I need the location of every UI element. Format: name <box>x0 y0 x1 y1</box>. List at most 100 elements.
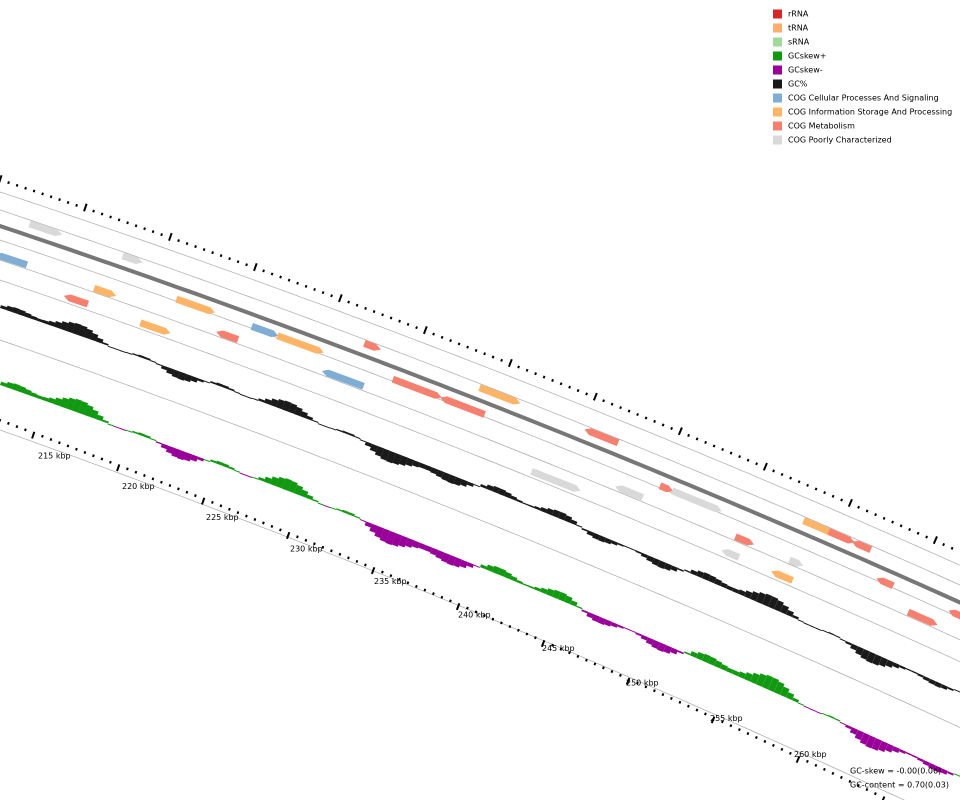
ring-line <box>0 429 905 800</box>
gc-content-bar <box>744 590 753 599</box>
gc-content-bar <box>821 629 829 634</box>
gc-content-bar <box>617 542 625 547</box>
gc-skew-bar <box>190 454 199 462</box>
tick <box>126 221 129 225</box>
tick <box>551 378 554 382</box>
gc-content-bar <box>497 488 507 496</box>
gc-content-bar <box>774 600 784 612</box>
legend-swatch <box>773 65 782 75</box>
gc-skew-bar <box>581 609 589 614</box>
gc-content-bar <box>312 419 319 424</box>
gc-content-bar <box>839 638 846 642</box>
legend-label: rRNA <box>788 10 809 19</box>
tick <box>899 524 903 528</box>
gc-skew-bar <box>492 565 501 575</box>
tick <box>313 542 316 546</box>
gc-skew-bar <box>670 647 679 655</box>
tick <box>754 735 758 740</box>
ring-line <box>0 339 960 728</box>
gc-content-bar <box>190 376 199 383</box>
gc-skew-bar <box>564 595 573 605</box>
tick <box>687 433 690 437</box>
tick <box>831 494 835 498</box>
gc-skew-bar <box>617 624 625 629</box>
tick <box>483 352 486 356</box>
gc-skew-bar <box>663 645 673 654</box>
gc-skew-bar <box>66 397 76 411</box>
gc-skew-bar <box>878 740 888 753</box>
tick <box>304 538 308 542</box>
gene <box>391 375 442 399</box>
tick <box>100 457 104 461</box>
gc-skew-bar <box>429 547 439 556</box>
tick <box>287 278 291 282</box>
gc-skew-bar <box>743 672 753 682</box>
tick <box>865 788 869 792</box>
tick <box>729 724 733 728</box>
tick <box>891 520 895 524</box>
gc-content-bar <box>815 627 822 632</box>
tick <box>117 218 121 222</box>
tick <box>847 498 853 508</box>
gene <box>250 323 279 338</box>
gc-content-bar <box>911 670 918 675</box>
gc-skew-bar <box>323 504 331 509</box>
gc-content-bar <box>209 380 217 385</box>
tick <box>415 326 418 330</box>
gc-skew-bar <box>210 459 217 464</box>
tick <box>925 535 929 539</box>
tick <box>619 406 622 410</box>
tick <box>364 563 367 567</box>
gc-content-bar <box>131 352 139 357</box>
tick <box>704 712 707 716</box>
gc-skew-bar <box>586 611 595 619</box>
gc-skew-bar <box>305 494 314 501</box>
gc-skew-bar <box>233 469 241 473</box>
gc-skew-bar <box>125 429 133 433</box>
tick <box>168 232 173 241</box>
gc-content-bar <box>222 384 229 390</box>
tick <box>636 681 639 685</box>
tick <box>100 212 104 216</box>
gc-skew-bar <box>197 456 205 462</box>
gene <box>92 284 117 298</box>
gc-content-bar <box>885 659 894 668</box>
gc-content-bar <box>369 443 379 453</box>
tick <box>313 287 316 292</box>
tick <box>525 368 529 372</box>
tick <box>542 375 546 379</box>
tick <box>109 215 112 219</box>
tick <box>695 437 699 441</box>
gc-skew-bar <box>221 463 230 468</box>
gene <box>276 332 324 354</box>
tick <box>695 708 699 712</box>
gc-content-bar <box>197 378 205 383</box>
legend-label: sRNA <box>788 38 810 47</box>
gc-skew-bar <box>53 397 63 407</box>
gc-skew-bar <box>719 663 728 671</box>
gc-skew-bar <box>270 476 279 487</box>
tick <box>644 416 648 420</box>
gc-skew-bar <box>510 575 518 582</box>
gc-content-bar <box>833 634 841 639</box>
gc-content-bar <box>917 673 924 678</box>
gc-content-bar <box>677 567 685 572</box>
tick <box>355 303 359 307</box>
gc-skew-bar <box>317 502 325 506</box>
legend-label: COG Information Storage And Processing <box>788 108 952 117</box>
tick <box>185 242 189 246</box>
tick <box>296 535 299 539</box>
legend: rRNA tRNA sRNA GCskew+ GCskew- GC% COG Cellula… <box>773 9 952 145</box>
tick <box>772 469 776 473</box>
gc-skew-bar <box>755 673 767 687</box>
tick <box>592 392 598 401</box>
tick <box>625 677 631 685</box>
tick <box>814 763 818 767</box>
gc-skew-bar <box>379 528 391 543</box>
gc-content-bar <box>424 464 433 472</box>
gc-content-bar <box>228 387 235 392</box>
tick <box>678 700 682 704</box>
tick <box>177 239 180 243</box>
gc-content-bar <box>239 393 247 397</box>
gc-content-bar <box>149 360 157 364</box>
